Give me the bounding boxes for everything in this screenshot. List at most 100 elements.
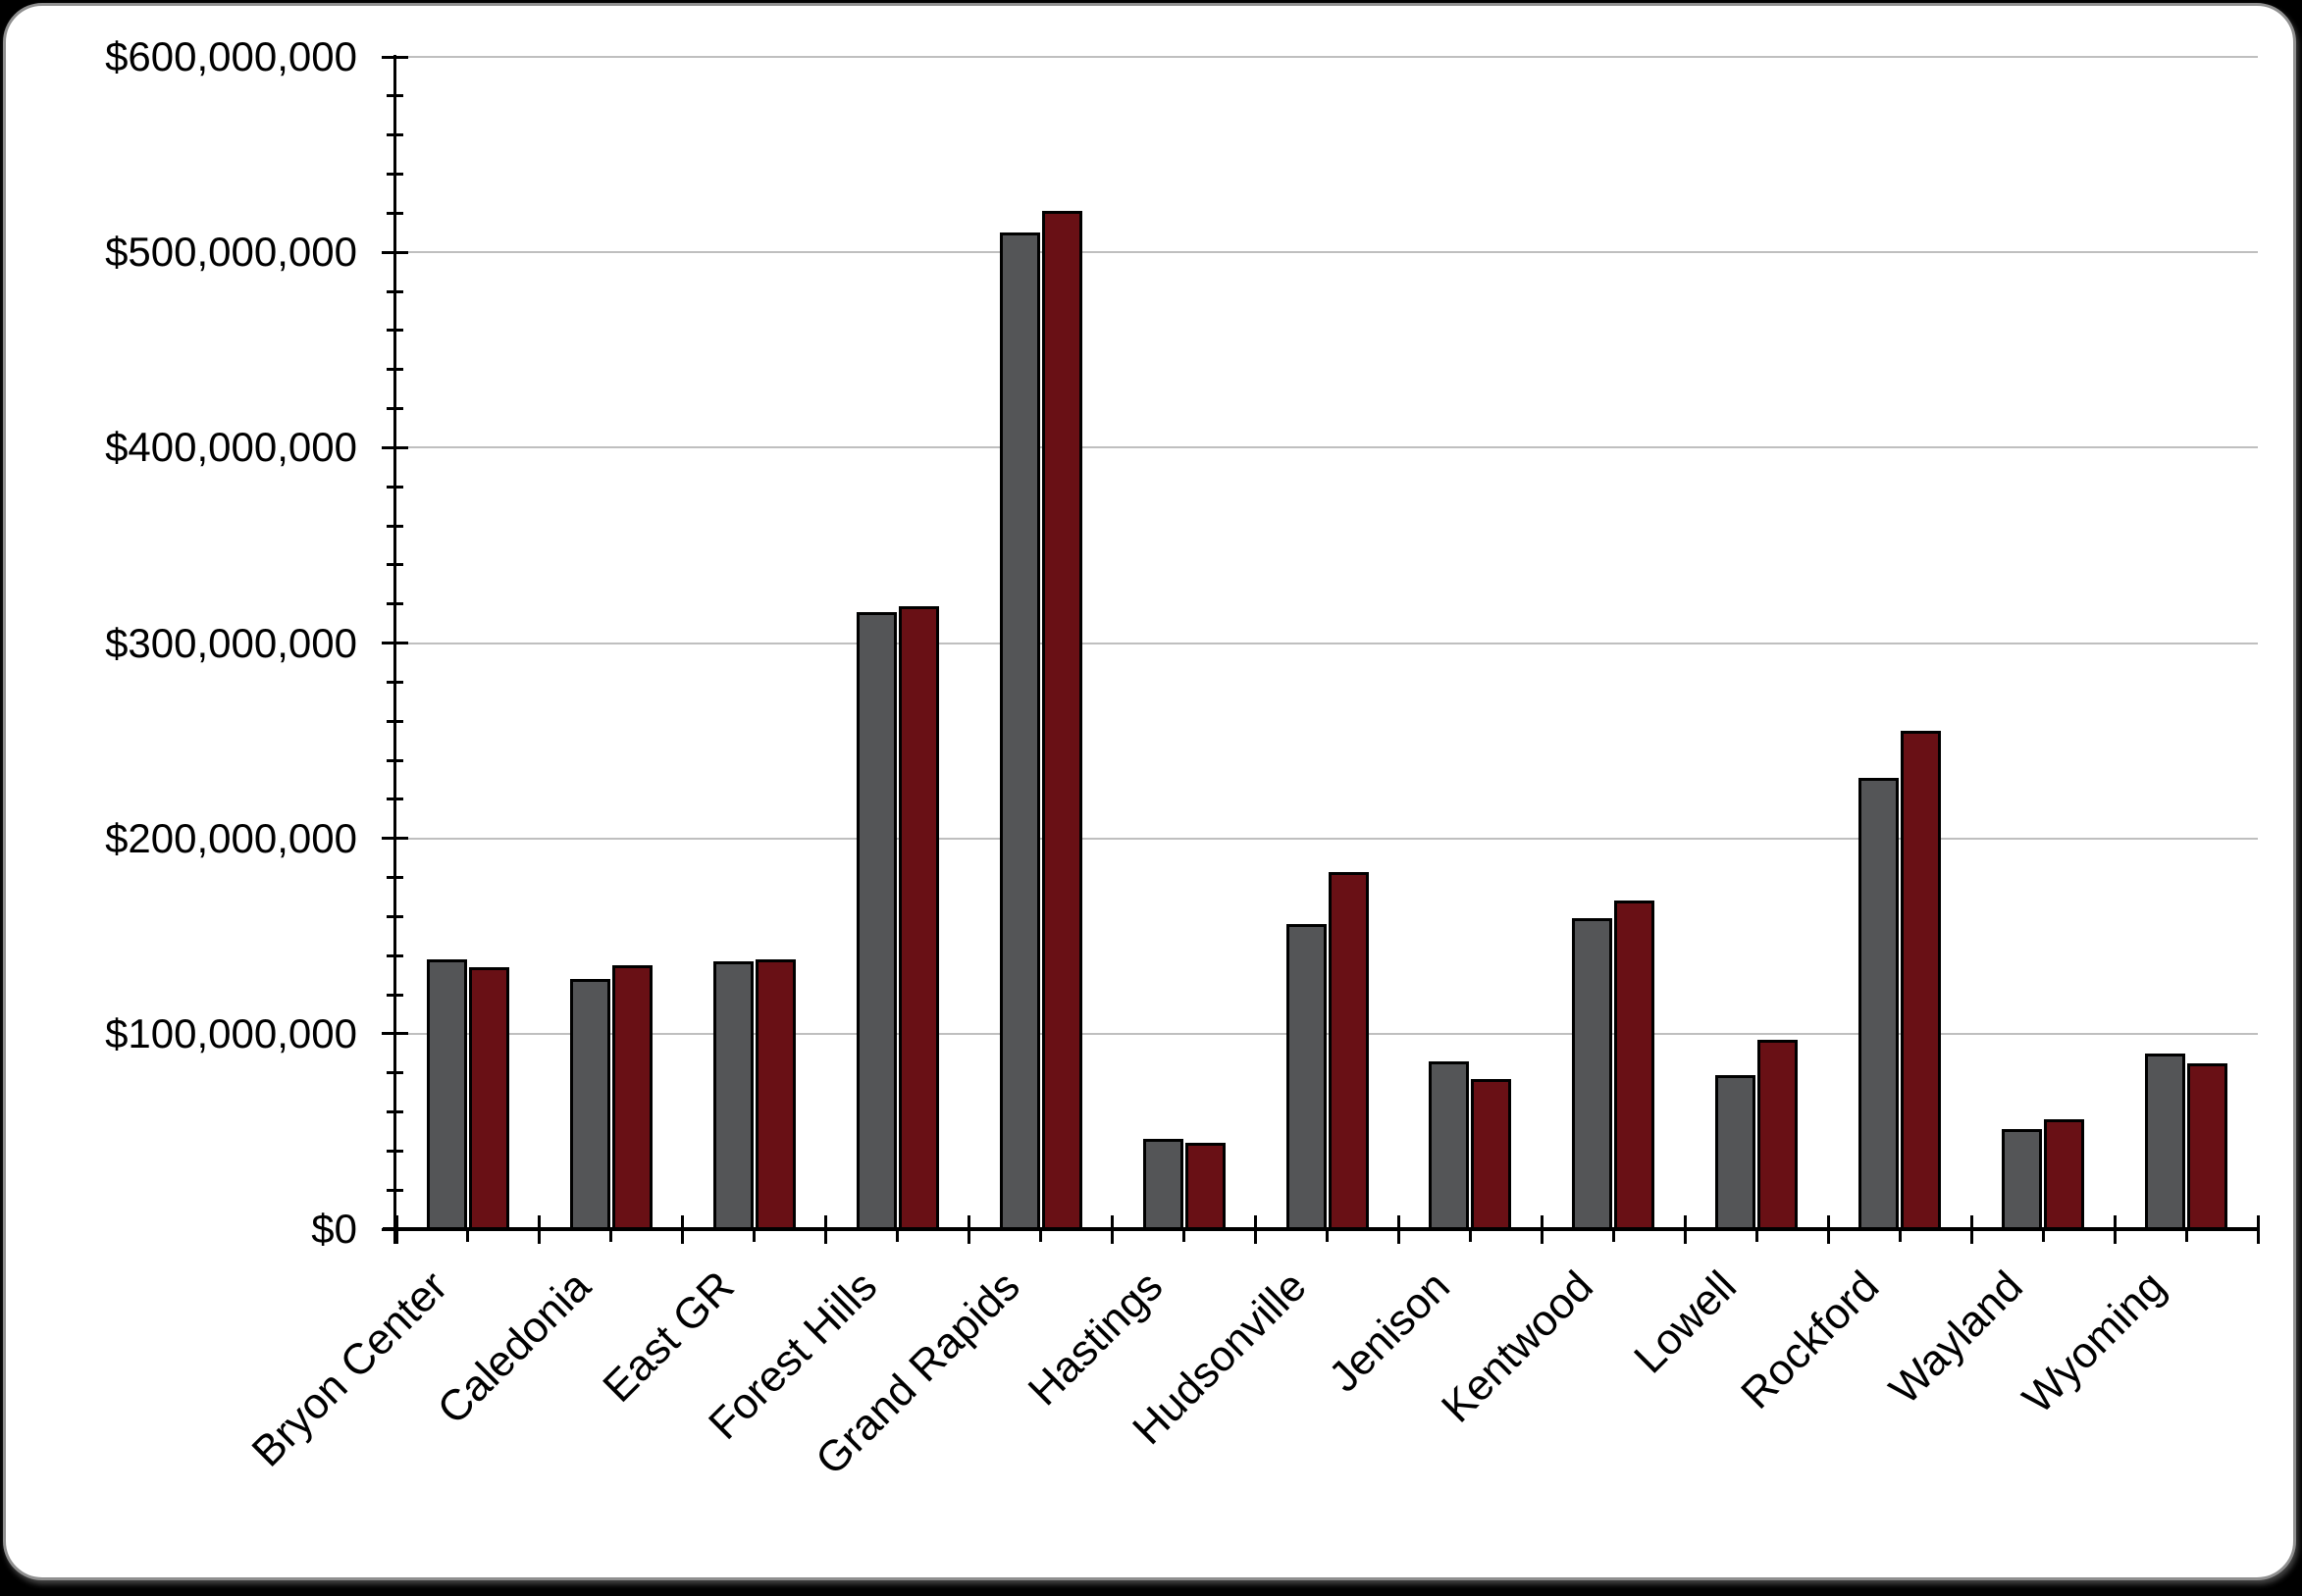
x-category-label: Lowell bbox=[1624, 1261, 1746, 1383]
bar-series2-jenison bbox=[1471, 1078, 1512, 1231]
y-axis-line bbox=[393, 55, 396, 1244]
bar-series1-lowell bbox=[1715, 1074, 1756, 1231]
x-boundary-tick bbox=[1969, 1215, 1973, 1244]
x-center-tick bbox=[2041, 1231, 2045, 1242]
y-tick bbox=[387, 133, 403, 137]
y-tick bbox=[387, 953, 403, 957]
x-category-label: Kentwood bbox=[1432, 1261, 1602, 1432]
bar-series2-hastings bbox=[1184, 1143, 1226, 1231]
y-tick bbox=[382, 1032, 408, 1036]
bar-series1-grand-rapids bbox=[999, 232, 1040, 1231]
bar-series1-east-gr bbox=[712, 961, 754, 1231]
y-tick bbox=[382, 55, 408, 59]
y-gridline bbox=[396, 251, 2258, 254]
x-center-tick bbox=[609, 1231, 613, 1242]
bar-series1-kentwood bbox=[1572, 918, 1613, 1231]
y-gridline bbox=[396, 1032, 2258, 1035]
y-tick-label: $300,000,000 bbox=[105, 619, 357, 666]
bar-series1-wayland bbox=[2002, 1129, 2043, 1231]
x-boundary-tick bbox=[1826, 1215, 1830, 1244]
y-tick bbox=[387, 485, 403, 489]
y-gridline bbox=[396, 56, 2258, 58]
y-tick bbox=[387, 289, 403, 293]
y-tick bbox=[387, 1149, 403, 1153]
column-chart: $0 $100,000,000 $200,000,000 $300,000,000 $4… bbox=[6, 6, 2302, 1596]
x-category-label: Bryon Center bbox=[242, 1261, 457, 1476]
x-center-tick bbox=[1754, 1231, 1758, 1242]
y-tick bbox=[387, 407, 403, 410]
bar-series2-wayland bbox=[2044, 1119, 2085, 1231]
bar-series1-forest-hills bbox=[856, 611, 897, 1231]
bar-series1-hudsonville bbox=[1285, 924, 1327, 1231]
y-tick bbox=[387, 1188, 403, 1192]
y-gridline bbox=[396, 837, 2258, 840]
y-tick bbox=[387, 94, 403, 98]
x-category-label: Hastings bbox=[1020, 1261, 1173, 1416]
bar-series1-hastings bbox=[1142, 1139, 1183, 1231]
y-tick bbox=[387, 211, 403, 215]
x-center-tick bbox=[1326, 1231, 1329, 1242]
y-tick bbox=[382, 250, 408, 254]
x-center-tick bbox=[1611, 1231, 1615, 1242]
y-tick-label: $200,000,000 bbox=[105, 814, 357, 861]
x-boundary-tick bbox=[538, 1215, 542, 1244]
y-tick-label: $600,000,000 bbox=[105, 33, 357, 79]
y-tick-label: $0 bbox=[311, 1206, 357, 1252]
y-tick bbox=[387, 680, 403, 684]
y-tick-label: $400,000,000 bbox=[105, 424, 357, 471]
bar-series2-kentwood bbox=[1614, 901, 1655, 1231]
x-center-tick bbox=[896, 1231, 900, 1242]
y-tick-label: $500,000,000 bbox=[105, 229, 357, 276]
y-tick bbox=[382, 837, 408, 841]
x-category-label: Wayland bbox=[1879, 1261, 2032, 1415]
x-boundary-tick bbox=[394, 1215, 398, 1244]
y-tick bbox=[387, 798, 403, 801]
bar-series1-jenison bbox=[1429, 1060, 1470, 1231]
x-center-tick bbox=[753, 1231, 757, 1242]
x-boundary-tick bbox=[2113, 1215, 2117, 1244]
y-tick bbox=[387, 329, 403, 333]
bar-series2-caledonia bbox=[611, 965, 653, 1231]
bar-series1-wyoming bbox=[2145, 1053, 2186, 1231]
x-boundary-tick bbox=[1540, 1215, 1543, 1244]
bar-series2-forest-hills bbox=[898, 605, 939, 1231]
bar-series1-caledonia bbox=[569, 979, 610, 1231]
x-category-label: Wyoming bbox=[2014, 1261, 2175, 1423]
bar-series2-east-gr bbox=[755, 959, 796, 1231]
chart-card: $0 $100,000,000 $200,000,000 $300,000,000 $4… bbox=[3, 3, 2296, 1580]
x-center-tick bbox=[466, 1231, 470, 1242]
x-category-label: Caledonia bbox=[428, 1261, 601, 1434]
y-tick bbox=[387, 876, 403, 879]
y-tick bbox=[382, 445, 408, 449]
x-boundary-tick bbox=[1396, 1215, 1400, 1244]
bar-series2-bryon-center bbox=[468, 967, 509, 1231]
y-gridline bbox=[396, 642, 2258, 644]
x-boundary-tick bbox=[968, 1215, 971, 1244]
y-tick bbox=[382, 642, 408, 644]
x-center-tick bbox=[1898, 1231, 1902, 1242]
x-axis-line bbox=[383, 1227, 2259, 1231]
x-boundary-tick bbox=[1111, 1215, 1115, 1244]
y-tick bbox=[387, 1110, 403, 1113]
bar-series2-wyoming bbox=[2187, 1062, 2228, 1231]
y-tick bbox=[387, 1071, 403, 1075]
bar-series1-bryon-center bbox=[426, 959, 467, 1231]
bar-series2-hudsonville bbox=[1328, 871, 1369, 1231]
x-category-label: Jenison bbox=[1319, 1261, 1459, 1402]
y-tick bbox=[387, 173, 403, 176]
x-center-tick bbox=[1039, 1231, 1043, 1242]
y-tick bbox=[387, 719, 403, 723]
x-boundary-tick bbox=[2256, 1215, 2260, 1244]
x-boundary-tick bbox=[824, 1215, 828, 1244]
y-tick bbox=[387, 993, 403, 997]
y-tick bbox=[387, 524, 403, 528]
x-center-tick bbox=[1182, 1231, 1186, 1242]
y-gridline bbox=[396, 446, 2258, 449]
bar-series2-lowell bbox=[1757, 1039, 1799, 1231]
y-tick bbox=[387, 914, 403, 918]
x-category-label: Rockford bbox=[1732, 1261, 1889, 1418]
bar-series1-rockford bbox=[1858, 777, 1900, 1231]
y-tick-label: $100,000,000 bbox=[105, 1009, 357, 1056]
y-tick bbox=[387, 368, 403, 372]
